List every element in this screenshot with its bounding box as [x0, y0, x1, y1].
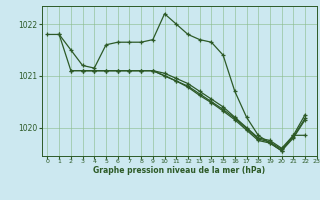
X-axis label: Graphe pression niveau de la mer (hPa): Graphe pression niveau de la mer (hPa): [93, 166, 265, 175]
